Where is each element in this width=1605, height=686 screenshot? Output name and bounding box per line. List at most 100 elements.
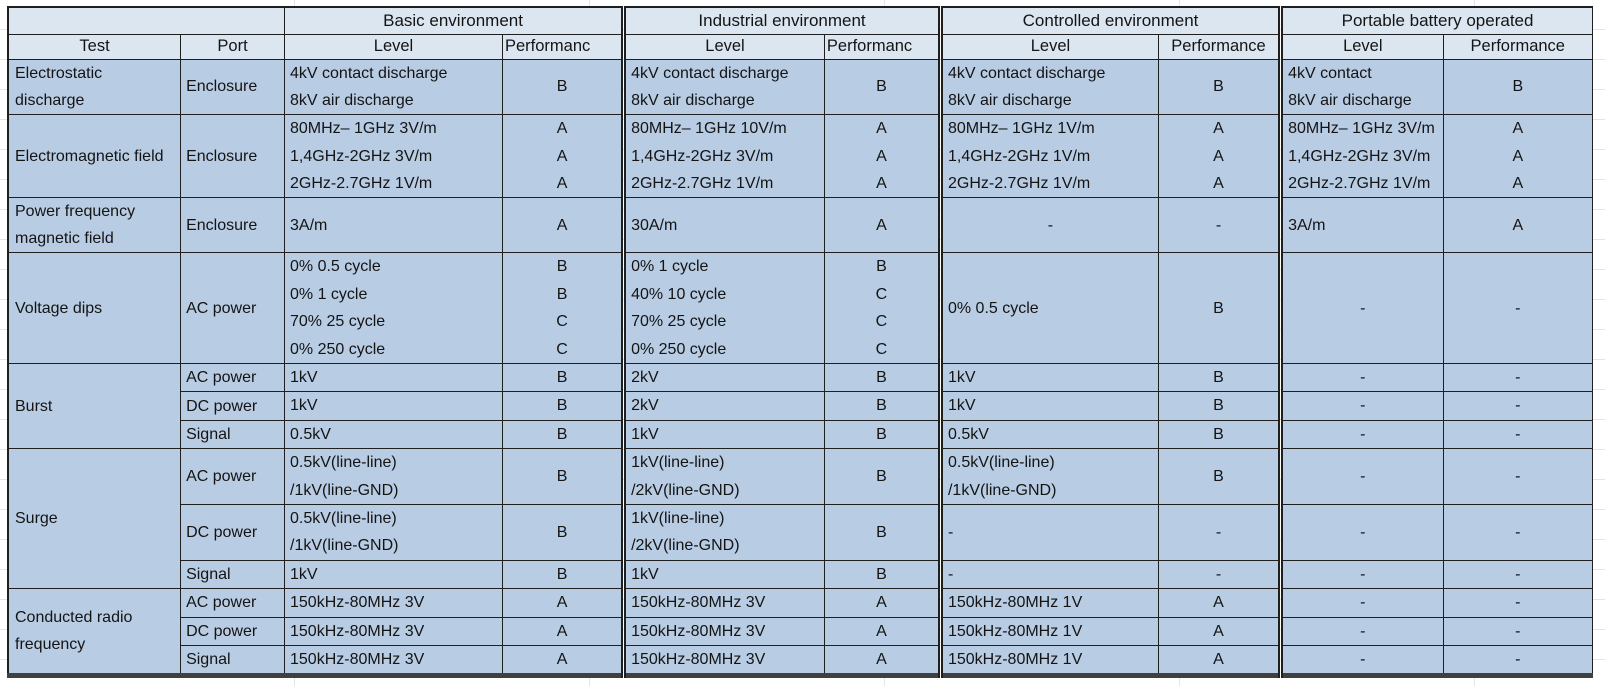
performance-cell[interactable]: B bbox=[823, 58, 941, 116]
level-cell[interactable]: 0.5kV(line-line) /1kV(line-GND) bbox=[284, 503, 503, 561]
performance-cell[interactable]: - bbox=[1157, 503, 1282, 561]
performance-cell[interactable]: A bbox=[1157, 644, 1282, 677]
level-cell[interactable]: 150kHz-80MHz 3V bbox=[621, 644, 825, 677]
performance-cell[interactable]: - bbox=[1442, 252, 1594, 365]
port-cell[interactable]: Enclosure bbox=[180, 114, 285, 199]
level-cell[interactable]: 3A/m bbox=[284, 197, 503, 254]
level-cell[interactable]: 150kHz-80MHz 1V bbox=[937, 616, 1159, 646]
level-cell[interactable]: - bbox=[1278, 503, 1444, 561]
performance-cell[interactable]: - bbox=[1442, 419, 1594, 450]
port-cell[interactable]: DC power bbox=[180, 391, 285, 421]
test-cell[interactable]: Electromagnetic field bbox=[7, 114, 182, 199]
performance-cell[interactable]: B bbox=[1157, 419, 1282, 450]
port-cell[interactable]: AC power bbox=[180, 363, 285, 393]
level-cell[interactable]: 4kV contact 8kV air discharge bbox=[1278, 58, 1444, 116]
port-cell[interactable]: Enclosure bbox=[180, 197, 285, 254]
level-cell[interactable]: 80MHz– 1GHz 3V/m 1,4GHz-2GHz 3V/m 2GHz-2.7… bbox=[1278, 114, 1444, 199]
level-cell[interactable]: 3A/m bbox=[1278, 197, 1444, 254]
port-cell[interactable]: Enclosure bbox=[180, 58, 285, 116]
level-cell[interactable]: 1kV bbox=[284, 363, 503, 393]
level-cell[interactable]: 4kV contact discharge 8kV air discharge bbox=[621, 58, 825, 116]
level-cell[interactable]: 0.5kV(line-line) /1kV(line-GND) bbox=[284, 448, 503, 505]
level-cell[interactable]: 1kV bbox=[284, 559, 503, 590]
level-cell[interactable]: 0.5kV bbox=[937, 419, 1159, 450]
level-cell[interactable]: - bbox=[1278, 588, 1444, 618]
port-cell[interactable]: DC power bbox=[180, 503, 285, 561]
performance-cell[interactable]: - bbox=[1442, 616, 1594, 646]
level-cell[interactable]: 150kHz-80MHz 3V bbox=[621, 588, 825, 618]
performance-cell[interactable]: A bbox=[823, 588, 941, 618]
level-cell[interactable]: 150kHz-80MHz 3V bbox=[284, 644, 503, 677]
level-cell[interactable]: 0.5kV bbox=[284, 419, 503, 450]
level-cell[interactable]: - bbox=[1278, 419, 1444, 450]
level-cell[interactable]: - bbox=[1278, 448, 1444, 505]
performance-cell[interactable]: B bbox=[1157, 391, 1282, 421]
performance-cell[interactable]: B bbox=[501, 503, 625, 561]
performance-cell[interactable]: - bbox=[1442, 448, 1594, 505]
performance-cell[interactable]: A bbox=[823, 616, 941, 646]
test-cell[interactable]: Power frequency magnetic field bbox=[7, 197, 182, 254]
level-cell[interactable]: 1kV(line-line) /2kV(line-GND) bbox=[621, 448, 825, 505]
level-cell[interactable]: - bbox=[937, 559, 1159, 590]
port-cell[interactable]: DC power bbox=[180, 616, 285, 646]
level-cell[interactable]: 150kHz-80MHz 1V bbox=[937, 644, 1159, 677]
performance-cell[interactable]: - bbox=[1442, 644, 1594, 677]
level-cell[interactable]: - bbox=[1278, 363, 1444, 393]
performance-cell[interactable]: - bbox=[1442, 391, 1594, 421]
performance-cell[interactable]: B bbox=[501, 559, 625, 590]
level-cell[interactable]: 2kV bbox=[621, 391, 825, 421]
level-cell[interactable]: - bbox=[1278, 644, 1444, 677]
level-cell[interactable]: 150kHz-80MHz 1V bbox=[937, 588, 1159, 618]
level-cell[interactable]: 150kHz-80MHz 3V bbox=[284, 588, 503, 618]
level-cell[interactable]: - bbox=[1278, 616, 1444, 646]
level-cell[interactable]: 0% 1 cycle 40% 10 cycle 70% 25 cycle 0% 250… bbox=[621, 252, 825, 365]
performance-cell[interactable]: B bbox=[1157, 448, 1282, 505]
performance-cell[interactable]: B bbox=[501, 419, 625, 450]
level-cell[interactable]: 0% 0.5 cycle bbox=[937, 252, 1159, 365]
performance-cell[interactable]: A bbox=[501, 616, 625, 646]
level-cell[interactable]: 1kV bbox=[284, 391, 503, 421]
level-cell[interactable]: - bbox=[1278, 559, 1444, 590]
port-cell[interactable]: AC power bbox=[180, 588, 285, 618]
port-cell[interactable]: AC power bbox=[180, 252, 285, 365]
performance-cell[interactable]: B bbox=[823, 448, 941, 505]
test-cell[interactable]: Voltage dips bbox=[7, 252, 182, 365]
performance-cell[interactable]: B bbox=[823, 419, 941, 450]
level-cell[interactable]: - bbox=[937, 503, 1159, 561]
level-cell[interactable]: 150kHz-80MHz 3V bbox=[621, 616, 825, 646]
level-cell[interactable]: 1kV bbox=[937, 391, 1159, 421]
test-cell[interactable]: Burst bbox=[7, 363, 182, 450]
port-cell[interactable]: Signal bbox=[180, 419, 285, 450]
level-cell[interactable]: - bbox=[1278, 391, 1444, 421]
performance-cell[interactable]: B bbox=[1442, 58, 1594, 116]
level-cell[interactable]: 2kV bbox=[621, 363, 825, 393]
performance-cell[interactable]: A bbox=[823, 197, 941, 254]
test-cell[interactable]: Conducted radio frequency bbox=[7, 588, 182, 677]
performance-cell[interactable]: B bbox=[501, 391, 625, 421]
level-cell[interactable]: 4kV contact discharge 8kV air discharge bbox=[284, 58, 503, 116]
level-cell[interactable]: 80MHz– 1GHz 10V/m 1,4GHz-2GHz 3V/m 2GHz-2.… bbox=[621, 114, 825, 199]
performance-cell[interactable]: - bbox=[1442, 363, 1594, 393]
performance-cell[interactable]: - bbox=[1442, 503, 1594, 561]
performance-cell[interactable]: B bbox=[501, 58, 625, 116]
performance-cell[interactable]: B bbox=[823, 391, 941, 421]
port-cell[interactable]: Signal bbox=[180, 559, 285, 590]
level-cell[interactable]: 80MHz– 1GHz 1V/m 1,4GHz-2GHz 1V/m 2GHz-2.7… bbox=[937, 114, 1159, 199]
test-cell[interactable]: Electrostatic discharge bbox=[7, 58, 182, 116]
level-cell[interactable]: 30A/m bbox=[621, 197, 825, 254]
performance-cell[interactable]: - bbox=[1157, 197, 1282, 254]
level-cell[interactable]: 1kV bbox=[621, 559, 825, 590]
performance-cell[interactable]: B bbox=[1157, 58, 1282, 116]
level-cell[interactable]: 0.5kV(line-line) /1kV(line-GND) bbox=[937, 448, 1159, 505]
level-cell[interactable]: - bbox=[1278, 252, 1444, 365]
performance-cell[interactable]: A bbox=[1442, 197, 1594, 254]
performance-cell[interactable]: A bbox=[823, 644, 941, 677]
performance-cell[interactable]: B bbox=[1157, 252, 1282, 365]
performance-cell[interactable]: - bbox=[1157, 559, 1282, 590]
performance-cell[interactable]: - bbox=[1442, 559, 1594, 590]
